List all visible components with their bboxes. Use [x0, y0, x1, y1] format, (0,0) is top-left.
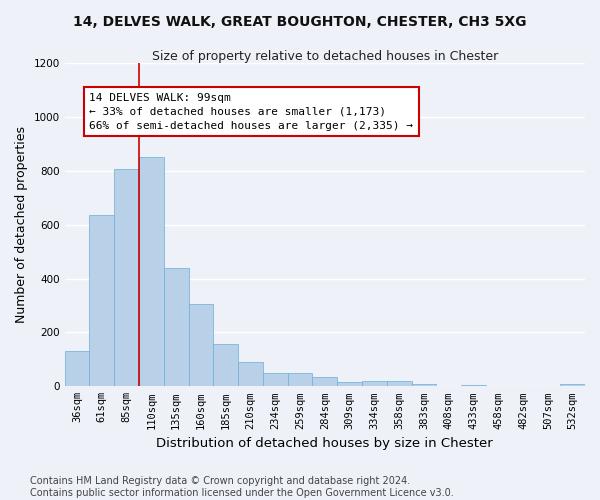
Bar [387, 382, 412, 386]
Bar [337, 382, 362, 386]
Bar [214, 344, 238, 386]
Text: 14, DELVES WALK, GREAT BOUGHTON, CHESTER, CH3 5XG: 14, DELVES WALK, GREAT BOUGHTON, CHESTER… [73, 15, 527, 29]
Bar [164, 268, 188, 386]
Y-axis label: Number of detached properties: Number of detached properties [15, 126, 28, 323]
Bar [313, 377, 337, 386]
X-axis label: Distribution of detached houses by size in Chester: Distribution of detached houses by size … [157, 437, 493, 450]
Bar [560, 384, 585, 386]
Bar [461, 385, 486, 386]
Bar [139, 158, 164, 386]
Text: Contains HM Land Registry data © Crown copyright and database right 2024.
Contai: Contains HM Land Registry data © Crown c… [30, 476, 454, 498]
Bar [65, 352, 89, 386]
Title: Size of property relative to detached houses in Chester: Size of property relative to detached ho… [152, 50, 498, 63]
Bar [287, 374, 313, 386]
Bar [263, 373, 287, 386]
Bar [114, 170, 139, 386]
Bar [362, 381, 387, 386]
Text: 14 DELVES WALK: 99sqm
← 33% of detached houses are smaller (1,173)
66% of semi-d: 14 DELVES WALK: 99sqm ← 33% of detached … [89, 92, 413, 130]
Bar [89, 215, 114, 386]
Bar [188, 304, 214, 386]
Bar [238, 362, 263, 386]
Bar [412, 384, 436, 386]
